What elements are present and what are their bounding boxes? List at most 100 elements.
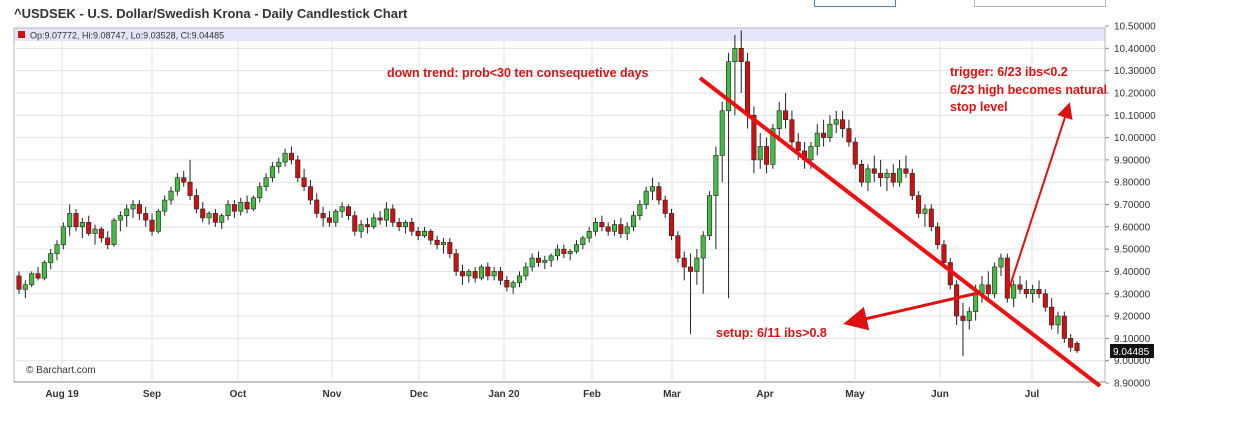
candle-down xyxy=(846,128,852,143)
candle-down xyxy=(1042,293,1048,308)
candle-up xyxy=(402,222,408,228)
candle-up xyxy=(650,186,656,192)
candle-down xyxy=(909,172,915,196)
y-tick-label: 9.20000 xyxy=(1114,312,1151,323)
candle-down xyxy=(428,230,434,241)
candle-down xyxy=(136,204,142,214)
candle-up xyxy=(637,204,643,216)
y-tick-label: 10.10000 xyxy=(1114,111,1156,122)
candle-up xyxy=(966,311,972,321)
candle-down xyxy=(599,222,605,228)
candle-down xyxy=(377,217,383,221)
candle-down xyxy=(1023,288,1029,295)
top-search-control[interactable] xyxy=(974,0,1106,7)
trigger-annotation-line1: trigger: 6/23 ibs<0.2 xyxy=(950,65,1068,79)
candle-down xyxy=(605,226,611,232)
candle-down xyxy=(1068,338,1074,348)
candle-up xyxy=(41,262,47,279)
candle-down xyxy=(1036,288,1042,295)
ohlc-marker-icon xyxy=(18,31,25,38)
y-tick-label: 9.30000 xyxy=(1114,289,1151,300)
candle-down xyxy=(618,224,624,234)
candle-down xyxy=(212,213,218,223)
candle-up xyxy=(1011,284,1017,299)
candle-up xyxy=(757,146,763,161)
candle-up xyxy=(282,152,288,163)
candle-up xyxy=(548,255,554,261)
y-tick-label: 9.90000 xyxy=(1114,155,1151,166)
candle-down xyxy=(453,253,459,272)
candle-up xyxy=(219,215,225,223)
y-tick-label: 10.30000 xyxy=(1114,66,1156,77)
candle-up xyxy=(48,253,54,263)
candle-up xyxy=(29,273,35,286)
candle-down xyxy=(352,215,358,232)
candle-up xyxy=(155,210,161,232)
page-title: ^USDSEK - U.S. Dollar/Swedish Krona - Da… xyxy=(14,6,408,21)
candle-up xyxy=(263,177,269,187)
y-tick-label: 10.00000 xyxy=(1114,133,1156,144)
candle-up xyxy=(592,222,599,232)
candle-down xyxy=(459,271,465,277)
candle-down xyxy=(98,228,104,239)
top-select-control[interactable] xyxy=(814,0,896,7)
candle-up xyxy=(529,257,535,268)
y-tick-label: 10.20000 xyxy=(1114,88,1156,99)
x-tick-label: May xyxy=(845,389,865,400)
candle-up xyxy=(580,237,586,245)
x-tick-label: Nov xyxy=(323,389,342,400)
trigger-annotation-line3: stop level xyxy=(950,100,1008,114)
candle-up xyxy=(707,195,713,237)
candle-up xyxy=(111,219,117,245)
candle-up xyxy=(440,242,446,245)
y-tick-label: 9.70000 xyxy=(1114,200,1151,211)
candle-down xyxy=(193,195,199,210)
candle-up xyxy=(726,61,732,112)
candle-up xyxy=(516,275,523,283)
candle-down xyxy=(903,168,909,174)
candle-down xyxy=(187,181,193,196)
candle-down xyxy=(504,280,510,288)
candle-down xyxy=(16,275,22,290)
candle-up xyxy=(92,228,98,234)
candle-up xyxy=(60,226,66,245)
candle-down xyxy=(345,206,351,216)
candle-up xyxy=(694,257,700,272)
candle-up xyxy=(631,215,637,228)
candle-up xyxy=(117,215,123,221)
candle-down xyxy=(295,159,301,179)
last-price-box xyxy=(1110,344,1154,358)
x-axis: Aug 19 Sep Oct Nov Dec Jan 20 Feb Mar Apr May Jun J… xyxy=(45,389,1039,400)
candle-down xyxy=(86,222,92,234)
candle-up xyxy=(22,284,28,290)
candle-down xyxy=(143,213,149,221)
candle-up xyxy=(269,166,275,179)
candle-up xyxy=(510,282,516,288)
candle-down xyxy=(447,242,453,254)
candle-up xyxy=(339,206,345,212)
candle-down xyxy=(662,199,668,214)
candle-up xyxy=(168,190,174,201)
candle-down xyxy=(789,119,795,143)
candle-up xyxy=(643,190,649,205)
candle-up xyxy=(466,271,472,277)
candle-up xyxy=(174,177,180,192)
candle-up xyxy=(624,226,630,234)
y-tick-label: 9.00000 xyxy=(1114,356,1151,367)
candle-down xyxy=(415,230,421,237)
candle-down xyxy=(1049,306,1055,326)
y-tick-label: 8.90000 xyxy=(1114,379,1151,390)
candle-up xyxy=(383,208,389,221)
ohlc-label: Op:9.07772, Hi:9.08747, Lo:9.03528, Cl:9… xyxy=(30,31,224,41)
y-tick-label: 9.60000 xyxy=(1114,222,1151,233)
x-tick-label: Feb xyxy=(583,389,601,400)
candle-down xyxy=(821,132,827,138)
x-tick-label: Oct xyxy=(230,389,247,400)
x-tick-label: Jul xyxy=(1025,389,1040,400)
candle-up xyxy=(567,251,573,254)
candle-down xyxy=(745,61,751,116)
candle-up xyxy=(276,161,282,167)
candle-up xyxy=(238,201,244,212)
candle-up xyxy=(358,224,364,232)
x-tick-label: Apr xyxy=(756,389,773,400)
